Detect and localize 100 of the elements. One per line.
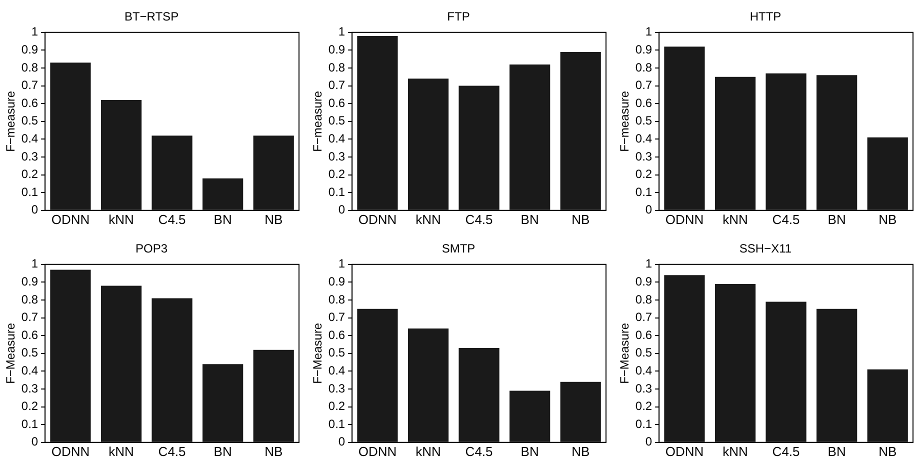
x-tick-label: C4.5 <box>158 444 186 459</box>
y-tick-label: 0.5 <box>635 346 652 360</box>
chart-title: HTTP <box>750 10 782 24</box>
y-tick-label: 0.1 <box>21 416 38 431</box>
y-tick-label: 1 <box>645 256 652 271</box>
x-tick-label: ODNN <box>665 444 704 459</box>
bar <box>253 136 294 210</box>
chart-title: BT−RTSP <box>124 10 179 24</box>
bar <box>560 52 601 210</box>
bar <box>357 36 398 210</box>
x-tick-label: kNN <box>108 444 134 459</box>
y-tick-label: 0.7 <box>328 310 346 324</box>
x-tick-label: NB <box>878 444 897 459</box>
x-tick-label: NB <box>878 212 897 227</box>
y-tick-label: 0.9 <box>635 274 652 289</box>
y-tick-label: 0.7 <box>21 310 38 324</box>
x-tick-label: ODNN <box>665 212 704 227</box>
bar <box>50 62 91 210</box>
x-tick-label: ODNN <box>51 444 90 459</box>
y-tick-label: 1 <box>338 24 346 39</box>
y-tick-label: 0.2 <box>328 399 346 414</box>
y-tick-label: 0.7 <box>21 78 38 92</box>
x-tick-label: NB <box>264 212 283 227</box>
bar <box>867 369 908 442</box>
x-tick-label: BN <box>828 444 846 459</box>
bar <box>816 75 858 210</box>
x-tick-label: kNN <box>416 444 441 459</box>
bar <box>510 390 550 442</box>
y-tick-label: 1 <box>31 256 38 271</box>
x-tick-label: NB <box>572 444 590 459</box>
y-tick-label: 0.3 <box>635 149 652 164</box>
y-tick-label: 0.9 <box>328 274 346 289</box>
x-tick-label: C4.5 <box>772 444 800 459</box>
y-tick-label: 1 <box>645 24 652 39</box>
chart-title: POP3 <box>135 242 168 256</box>
bar <box>714 284 756 442</box>
bar <box>253 350 294 442</box>
x-tick-label: ODNN <box>51 212 90 227</box>
bar <box>458 86 500 210</box>
y-tick-label: 0.1 <box>328 184 346 199</box>
chart-title: SMTP <box>442 242 476 256</box>
x-tick-label: C4.5 <box>772 212 800 227</box>
y-tick-label: 0.6 <box>21 328 38 342</box>
y-tick-label: 0.4 <box>328 132 346 146</box>
y-tick-label: 0.1 <box>635 184 652 199</box>
y-tick-label: 0.8 <box>635 60 652 74</box>
y-tick-label: 1 <box>338 256 346 271</box>
y-tick-label: 0.1 <box>328 416 346 431</box>
y-tick-label: 0.2 <box>635 167 652 182</box>
bar <box>152 298 192 442</box>
y-axis-title: F−Measure <box>310 322 325 384</box>
y-tick-label: 0.5 <box>21 114 38 128</box>
y-tick-label: 0 <box>31 202 38 217</box>
x-tick-label: ODNN <box>358 444 397 459</box>
y-axis-title: F−measure <box>618 90 632 152</box>
y-tick-label: 0.6 <box>328 328 346 342</box>
y-tick-label: 0.8 <box>21 292 38 306</box>
bar <box>202 178 244 210</box>
y-tick-label: 0.2 <box>328 167 346 182</box>
bar <box>867 137 908 210</box>
y-tick-label: 0 <box>338 434 346 449</box>
y-tick-label: 0.3 <box>635 381 652 396</box>
bar <box>714 76 756 210</box>
x-tick-label: BN <box>214 444 232 459</box>
y-tick-label: 0.6 <box>635 96 652 110</box>
y-tick-label: 0.8 <box>328 292 346 306</box>
y-tick-label: 0.3 <box>328 381 346 396</box>
y-tick-label: 0.7 <box>635 78 652 92</box>
bar <box>766 302 806 442</box>
x-tick-label: kNN <box>722 212 748 227</box>
y-tick-label: 0.2 <box>635 399 652 414</box>
bar <box>816 308 858 442</box>
chart-title: FTP <box>447 10 470 24</box>
y-tick-label: 0.1 <box>635 416 652 431</box>
y-tick-label: 0.5 <box>635 114 652 128</box>
y-tick-label: 0.8 <box>328 60 346 74</box>
y-tick-label: 0.3 <box>328 149 346 164</box>
y-tick-label: 0.7 <box>635 310 652 324</box>
bar <box>100 100 142 210</box>
y-tick-label: 0.9 <box>21 274 38 289</box>
bar <box>408 328 449 442</box>
y-tick-label: 0.8 <box>21 60 38 74</box>
bar <box>357 308 398 442</box>
y-tick-label: 0.9 <box>635 42 652 57</box>
y-tick-label: 0.5 <box>21 346 38 360</box>
y-tick-label: 0.3 <box>21 381 38 396</box>
y-tick-label: 0.4 <box>21 132 38 146</box>
y-tick-label: 0.2 <box>21 167 38 182</box>
x-tick-label: BN <box>520 212 539 227</box>
y-tick-label: 1 <box>31 24 38 39</box>
y-tick-label: 0.4 <box>328 364 346 378</box>
bar <box>766 73 806 210</box>
y-axis-title: F−Measure <box>4 322 18 384</box>
bar <box>408 78 449 210</box>
bar <box>202 364 244 442</box>
y-axis-title: F−measure <box>310 90 325 152</box>
x-tick-label: C4.5 <box>465 444 493 459</box>
y-axis-title: F−Measure <box>618 322 632 384</box>
x-tick-label: kNN <box>722 444 748 459</box>
chart-title: SSH−X11 <box>739 242 792 256</box>
